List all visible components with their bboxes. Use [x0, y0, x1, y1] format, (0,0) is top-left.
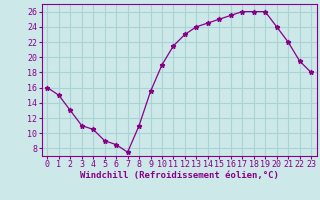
X-axis label: Windchill (Refroidissement éolien,°C): Windchill (Refroidissement éolien,°C): [80, 171, 279, 180]
